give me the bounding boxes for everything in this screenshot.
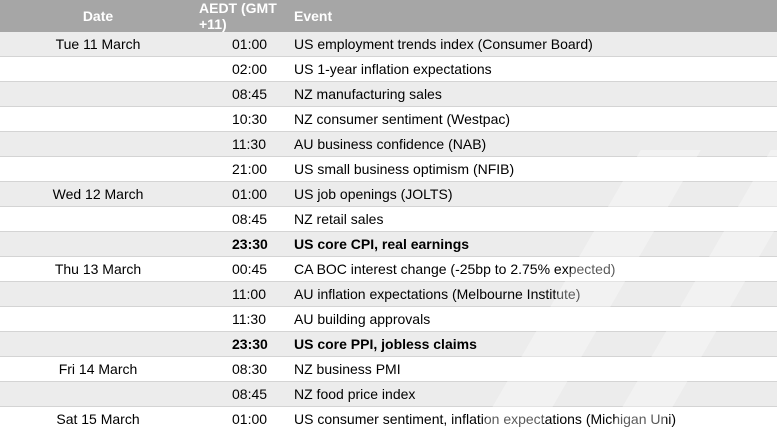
cell-event: NZ consumer sentiment (Westpac): [280, 107, 777, 132]
cell-date: [0, 382, 196, 407]
cell-event: US core CPI, real earnings: [280, 232, 777, 257]
cell-event: NZ food price index: [280, 382, 777, 407]
cell-date: Thu 13 March: [0, 257, 196, 282]
cell-date: [0, 157, 196, 182]
cell-time: 23:30: [196, 232, 280, 257]
cell-time: 08:45: [196, 382, 280, 407]
cell-event: US 1-year inflation expectations: [280, 57, 777, 82]
header-time: AEDT (GMT +11): [196, 0, 280, 32]
cell-time: 11:30: [196, 132, 280, 157]
cell-date: [0, 282, 196, 307]
cell-date: [0, 207, 196, 232]
cell-event: US core PPI, jobless claims: [280, 332, 777, 357]
header-date: Date: [0, 0, 196, 32]
cell-date: [0, 57, 196, 82]
cell-date: [0, 307, 196, 332]
cell-time: 01:00: [196, 32, 280, 57]
table-header: Date AEDT (GMT +11) Event: [0, 0, 777, 32]
cell-date: [0, 232, 196, 257]
cell-time: 08:45: [196, 207, 280, 232]
cell-event: CA BOC interest change (-25bp to 2.75% e…: [280, 257, 777, 282]
cell-date: [0, 82, 196, 107]
cell-date: [0, 332, 196, 357]
cell-event: NZ business PMI: [280, 357, 777, 382]
cell-time: 01:00: [196, 182, 280, 207]
cell-time: 21:00: [196, 157, 280, 182]
cell-date: [0, 107, 196, 132]
header-event: Event: [280, 0, 777, 32]
cell-time: 00:45: [196, 257, 280, 282]
cell-event: US small business optimism (NFIB): [280, 157, 777, 182]
cell-date: [0, 132, 196, 157]
cell-time: 02:00: [196, 57, 280, 82]
cell-time: 11:30: [196, 307, 280, 332]
cell-time: 01:00: [196, 407, 280, 431]
cell-event: US employment trends index (Consumer Boa…: [280, 32, 777, 57]
cell-event: NZ manufacturing sales: [280, 82, 777, 107]
cell-time: 11:00: [196, 282, 280, 307]
cell-time: 23:30: [196, 332, 280, 357]
cell-event: NZ retail sales: [280, 207, 777, 232]
cell-date: Fri 14 March: [0, 357, 196, 382]
cell-time: 08:30: [196, 357, 280, 382]
cell-date: Tue 11 March: [0, 32, 196, 57]
cell-time: 10:30: [196, 107, 280, 132]
header-row: Date AEDT (GMT +11) Event: [0, 0, 777, 32]
cell-event: AU building approvals: [280, 307, 777, 332]
cell-date: Wed 12 March: [0, 182, 196, 207]
cell-date: Sat 15 March: [0, 407, 196, 431]
cell-event: US job openings (JOLTS): [280, 182, 777, 207]
cell-event: AU business confidence (NAB): [280, 132, 777, 157]
cell-event: AU inflation expectations (Melbourne Ins…: [280, 282, 777, 307]
cell-time: 08:45: [196, 82, 280, 107]
cell-event: US consumer sentiment, inflation expecta…: [280, 407, 777, 431]
